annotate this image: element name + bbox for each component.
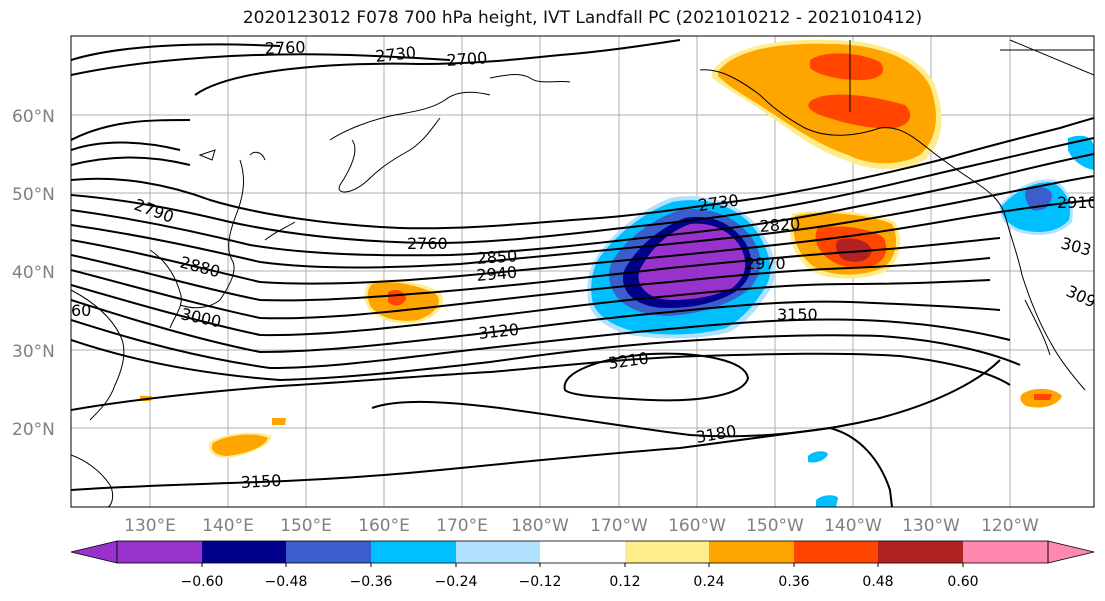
colorbar-segment [117,541,202,563]
colorbar-tick-label: 0.48 [862,574,893,590]
colorbar-tick-label: −0.24 [435,574,478,590]
colorbar-tick-label: 0.24 [693,574,724,590]
ivt-anomaly-shading [140,39,1094,507]
colorbar-segment [794,541,878,563]
lon-label: 120°W [981,516,1039,536]
contour-label: 2760 [264,38,305,58]
lon-label: 150°W [746,516,804,536]
colorbar-extend-low [70,540,118,564]
lon-label: 180°W [511,516,569,536]
lat-label-20n: 20°N [12,420,55,440]
colorbar-segment [456,541,540,563]
height-contours [71,39,1094,507]
contour-label: 3150 [777,305,818,324]
colorbar-tick-label: −0.60 [181,574,224,590]
colorbar-segment [625,541,709,563]
colorbar-tick-label: 0.12 [609,574,640,590]
colorbar-segment [878,541,963,563]
colorbar: −0.60 −0.48 −0.36 −0.24 −0.12 0.12 0.24 0.36 0.4… [70,540,1095,590]
lon-label: 170°E [436,516,488,536]
longitude-labels: 130°E 140°E 150°E 160°E 170°E 180°W 170°W 160°W… [124,516,1039,536]
colorbar-outline [116,540,1049,564]
lon-label: 160°W [668,516,726,536]
lat-label-30n: 30°N [12,342,55,362]
lat-label-60n: 60°N [12,107,55,127]
lon-label: 140°E [202,516,254,536]
colorbar-tick-label: −0.36 [350,574,393,590]
colorbar-segment [286,541,371,563]
map-frame [70,35,1095,508]
colorbar-tick-label: 0.36 [778,574,809,590]
contour-label: 2970 [745,254,786,273]
lon-label: 130°W [902,516,960,536]
contour-label: 2700 [446,48,488,70]
colorbar-segment [371,541,456,563]
contour-label: 2910 [1057,193,1098,212]
lon-label: 140°W [824,516,882,536]
lon-label: 170°W [590,516,648,536]
colorbar-tick-label: 0.60 [947,574,978,590]
colorbar-extend-high [1047,540,1095,564]
lon-label: 160°E [358,516,410,536]
colorbar-segment [202,541,286,563]
lat-label-50n: 50°N [12,185,55,205]
contour-label: 3150 [240,471,282,492]
map-title: 2020123012 F078 700 hPa height, IVT Land… [242,8,923,28]
latitude-labels: 60°N 50°N 40°N 30°N 20°N [12,107,55,440]
lon-label: 130°E [124,516,176,536]
contour-label: 2760 [407,234,448,253]
colorbar-tick-label: −0.12 [519,574,562,590]
lon-label: 150°E [280,516,332,536]
contour-label: 60 [71,301,91,320]
contour-label: 2940 [476,263,518,285]
colorbar-segment [709,541,794,563]
colorbar-tick-label: −0.48 [265,574,308,590]
lat-label-40n: 40°N [12,263,55,283]
colorbar-segment [540,541,625,563]
contour-label: 3120 [477,320,519,343]
contour-label: 2820 [759,214,801,236]
contour-label: 2730 [374,43,416,66]
contour-label: 2850 [476,246,518,268]
colorbar-segment [963,541,1048,563]
